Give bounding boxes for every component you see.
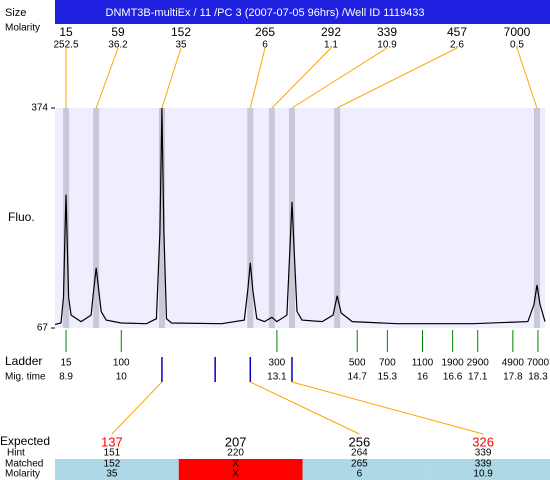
- peak-molarity: 2.6: [450, 40, 464, 51]
- matched: 265: [351, 459, 368, 470]
- ladder-size: 2900: [467, 358, 490, 369]
- peak-band: [288, 108, 295, 328]
- match-cell: [178, 459, 303, 480]
- ladder-time: 15.3: [378, 372, 398, 383]
- match-cell: [426, 459, 550, 480]
- ladder-time: 16.6: [443, 372, 463, 383]
- matched: 152: [104, 459, 121, 470]
- ladder-time: 8.9: [59, 372, 73, 383]
- peak-molarity: 36.2: [108, 40, 128, 51]
- row-label: Hint: [7, 448, 25, 459]
- peak-molarity: 1.1: [324, 40, 338, 51]
- peak-band: [334, 108, 341, 328]
- ladder-size: 15: [60, 358, 72, 369]
- connector: [95, 47, 119, 109]
- ladder-size: 500: [349, 358, 366, 369]
- ladder-size: 1900: [441, 358, 464, 369]
- peak-molarity: 6: [262, 40, 268, 51]
- title-bar: [55, 0, 550, 24]
- peak-size: 339: [377, 25, 397, 39]
- row-label: Molarity: [5, 469, 40, 480]
- molarity: 35: [106, 469, 118, 480]
- connector: [516, 47, 538, 109]
- connector: [291, 47, 388, 109]
- molarity: 6: [357, 469, 363, 480]
- ladder-time: 16: [417, 372, 429, 383]
- connector: [111, 381, 163, 435]
- peak-size: 152: [171, 25, 191, 39]
- hint: 151: [104, 448, 121, 459]
- molarity: X: [232, 469, 239, 480]
- ladder-time: 17.8: [503, 372, 523, 383]
- y-tick-label: 374: [31, 103, 48, 114]
- peak-size: 457: [447, 25, 467, 39]
- connector: [291, 381, 484, 435]
- ladder-size: 4900: [502, 358, 525, 369]
- peak-size: 59: [111, 25, 125, 39]
- row-label: Matched: [5, 459, 43, 470]
- connector: [161, 47, 182, 109]
- molarity: 10.9: [473, 469, 493, 480]
- row-label: Size: [5, 7, 26, 19]
- ladder-time: 14.7: [347, 372, 367, 383]
- peak-band: [93, 108, 100, 328]
- matched: 339: [475, 459, 492, 470]
- ladder-time: 18.3: [528, 372, 548, 383]
- row-label: Expected: [0, 434, 50, 448]
- ladder-time: 13.1: [267, 372, 287, 383]
- peak-band: [158, 108, 165, 328]
- row-label: Molarity: [5, 23, 40, 34]
- connector: [336, 47, 458, 109]
- expected-size: 326: [472, 434, 494, 449]
- match-cell: [302, 459, 427, 480]
- trace: [54, 107, 546, 325]
- hint: 264: [351, 448, 368, 459]
- y-tick-label: 67: [37, 323, 49, 334]
- expected-size: 256: [349, 434, 371, 449]
- match-cell: [55, 459, 179, 480]
- ladder-time: 17.1: [468, 372, 488, 383]
- ladder-size: 700: [379, 358, 396, 369]
- hint: 220: [227, 448, 244, 459]
- connector: [271, 47, 332, 109]
- peak-band: [533, 108, 540, 328]
- ladder-size: 1100: [412, 358, 434, 369]
- row-label: Ladder: [5, 354, 42, 368]
- y-axis-label: Fluo.: [8, 210, 35, 224]
- peak-size: 265: [255, 25, 275, 39]
- peak-size: 292: [321, 25, 341, 39]
- row-label: Mig. time: [5, 372, 46, 383]
- peak-size: 7000: [504, 25, 531, 39]
- peak-molarity: 10.9: [377, 40, 397, 51]
- connector: [249, 47, 266, 109]
- peak-molarity: 35: [175, 40, 187, 51]
- connector: [250, 381, 360, 435]
- matched: X: [232, 459, 239, 470]
- ladder-time: 10: [116, 372, 128, 383]
- expected-size: 207: [225, 434, 247, 449]
- ladder-size: 100: [113, 358, 130, 369]
- ladder-size: 300: [269, 358, 286, 369]
- peak-band: [268, 108, 275, 328]
- peak-size: 15: [59, 25, 73, 39]
- hint: 339: [475, 448, 492, 459]
- ladder-size: 7000: [527, 358, 550, 369]
- expected-size: 137: [101, 434, 123, 449]
- plot-area: [55, 108, 545, 328]
- peak-molarity: 252.5: [53, 40, 78, 51]
- peak-molarity: 0.5: [510, 40, 524, 51]
- title: DNMT3B-multiEx / 11 /PC 3 (2007-07-05 96…: [106, 7, 425, 19]
- peak-band: [247, 108, 254, 328]
